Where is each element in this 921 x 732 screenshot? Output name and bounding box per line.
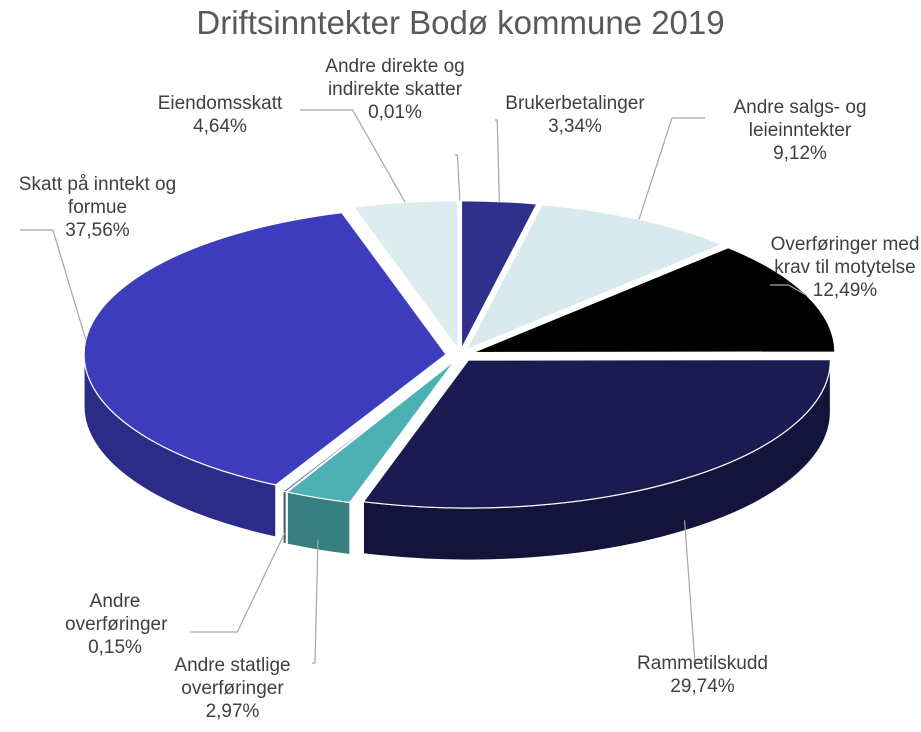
category-label: Skatt på inntekt og formue	[18, 174, 177, 218]
tops	[83, 200, 836, 509]
slice	[472, 246, 836, 354]
leader-line	[300, 109, 406, 203]
category-label: Andre statlige overføringer	[174, 655, 291, 699]
data-label: Eiendomsskatt 4,64%	[140, 92, 300, 138]
slice	[285, 360, 456, 504]
value-label: 0,15%	[88, 637, 142, 658]
data-label: Andre statlige overføringer 2,97%	[150, 654, 315, 723]
value-label: 3,34%	[548, 116, 602, 137]
leader-line	[20, 229, 87, 340]
slice	[281, 360, 454, 493]
category-label: Rammetilskudd	[637, 653, 768, 674]
category-label: Brukerbetalinger	[505, 93, 645, 114]
value-label: 12,49%	[812, 280, 878, 301]
slice	[352, 200, 459, 351]
value-label: 2,97%	[205, 701, 260, 722]
leader-line	[683, 520, 705, 661]
value-label: 0,01%	[368, 102, 422, 123]
category-label: Overføringer med krav til motytelse	[770, 234, 920, 278]
category-label: Andre salgs- og leieinntekter	[733, 97, 867, 141]
data-label: Skatt på inntekt og formue 37,56%	[5, 173, 190, 242]
leader-line	[770, 284, 808, 297]
data-label: Brukerbetalinger 3,34%	[500, 92, 650, 138]
slice	[465, 204, 724, 351]
slice	[362, 358, 831, 509]
data-label: Overføringer med krav til motytelse 12,49…	[770, 233, 920, 302]
value-label: 37,56%	[65, 220, 130, 241]
slice	[460, 200, 538, 350]
category-label: Andre direkte og indirekte skatter	[325, 56, 465, 100]
leader-line	[455, 154, 461, 201]
data-label: Rammetilskudd 29,74%	[600, 652, 805, 698]
chart-title: Driftsinntekter Bodø kommune 2019	[196, 4, 725, 41]
leader-line	[638, 117, 705, 220]
category-label: Eiendomsskatt	[157, 93, 283, 114]
data-label: Andre direkte og indirekte skatter 0,01%	[320, 55, 470, 124]
leader-line	[312, 539, 319, 664]
category-label: Andre overføringer	[65, 591, 168, 635]
value-label: 4,64%	[193, 116, 247, 137]
leader-line	[190, 532, 286, 633]
data-label: Andre salgs- og leieinntekter 9,12%	[705, 96, 895, 165]
data-label: Andre overføringer 0,15%	[65, 590, 168, 659]
value-label: 29,74%	[670, 676, 735, 697]
leader-line	[495, 119, 500, 202]
sides	[83, 354, 831, 561]
value-label: 9,12%	[773, 143, 827, 164]
